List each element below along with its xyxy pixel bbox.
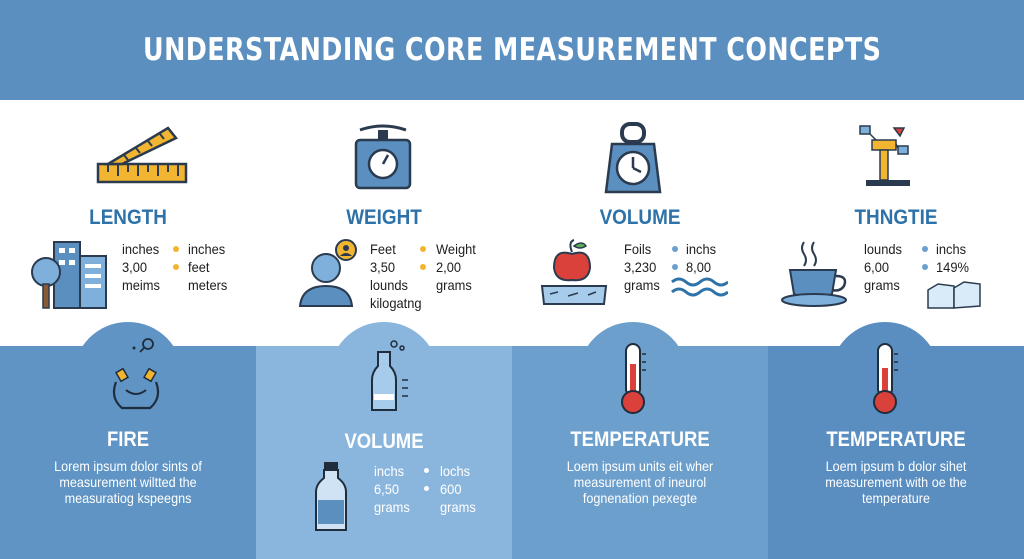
section-fire: FIRE Lorem ipsum dolor sints of measurem… — [0, 322, 256, 559]
stat-right: inches feet meters — [188, 241, 228, 293]
section-title: VOLUME — [344, 430, 424, 453]
section-temperature-2: TEMPERATURE Loem ipsum b dolor sihet mea… — [768, 322, 1024, 559]
hands-icon — [112, 338, 160, 410]
bullet-dot — [922, 246, 928, 252]
bullet-dot — [672, 246, 678, 252]
section-description: Loem ipsum units eit wher measurement of… — [566, 458, 714, 506]
bottom-panel: FIRE Lorem ipsum dolor sints of measurem… — [0, 322, 1024, 559]
apple-icon — [540, 239, 608, 305]
waves-icon — [671, 277, 728, 297]
coffee-cup-icon — [781, 241, 847, 307]
ruler-icon — [96, 126, 188, 184]
scale-icon — [354, 124, 412, 190]
section-title: LENGTH — [89, 206, 167, 229]
weight-clock-icon — [604, 122, 662, 194]
thermometer-icon — [873, 343, 898, 414]
section-volume-bottom: VOLUME inchs 6,50 grams lochs 600 grams — [256, 322, 512, 559]
section-title: TEMPERATURE — [826, 428, 966, 451]
section-title: TEMPERATURE — [570, 428, 710, 451]
bullet-dot — [420, 246, 426, 252]
stat-left: lounds 6,00 grams — [864, 241, 902, 293]
stat-right: Weight 2,00 grams — [436, 241, 476, 293]
section-title: WEIGHT — [346, 206, 422, 229]
stat-right: lochs 600 grams — [440, 463, 476, 515]
buildings-tree-icon — [31, 241, 107, 309]
bullet-dot — [420, 264, 426, 270]
section-title: VOLUME — [599, 206, 681, 229]
stat-left: Foils 3,230 grams — [624, 241, 660, 293]
section-volume: VOLUME Foils 3,230 grams inchs 8,00 — [512, 100, 768, 346]
section-title: THNGTIE — [854, 206, 938, 229]
bullet-dot — [173, 264, 179, 270]
section-description: Loem ipsum b dolor sihet measurement wit… — [825, 458, 967, 506]
bullet-dot — [922, 264, 928, 270]
bullet-dot — [424, 468, 429, 473]
bullet-dot — [424, 486, 429, 491]
section-description: Lorem ipsum dolor sints of measurement w… — [54, 458, 202, 506]
bullet-dot — [173, 246, 179, 252]
machine-icon — [859, 125, 910, 186]
section-thngtie: THNGTIE lounds 6,00 grams inchs 149% — [768, 100, 1024, 346]
section-length: LENGTH inches 3,00 meims inches feet met… — [0, 100, 256, 346]
section-weight: WEIGHT Feet 3,50 lounds kilogatng Weight… — [256, 100, 512, 346]
top-panel: LENGTH inches 3,00 meims inches feet met… — [0, 100, 1024, 346]
stat-left: Feet 3,50 lounds kilogatng — [370, 241, 422, 311]
person-icon — [298, 239, 357, 307]
section-title: FIRE — [106, 428, 150, 451]
bottle-icon — [315, 462, 347, 531]
ice-cubes-icon — [927, 281, 981, 309]
stat-left: inches 3,00 meims — [122, 241, 160, 293]
page-title: UNDERSTANDING CORE MEASUREMENT CONCEPTS — [142, 32, 882, 68]
stat-left: inchs 6,50 grams — [374, 463, 410, 515]
bullet-dot — [672, 264, 678, 270]
flask-icon — [371, 340, 408, 411]
stat-right: inchs 8,00 — [686, 241, 717, 275]
section-temperature-1: TEMPERATURE Loem ipsum units eit wher me… — [512, 322, 768, 559]
stat-right: inchs 149% — [936, 241, 969, 275]
thermometer-icon — [621, 343, 646, 414]
title-banner: UNDERSTANDING CORE MEASUREMENT CONCEPTS — [0, 0, 1024, 100]
